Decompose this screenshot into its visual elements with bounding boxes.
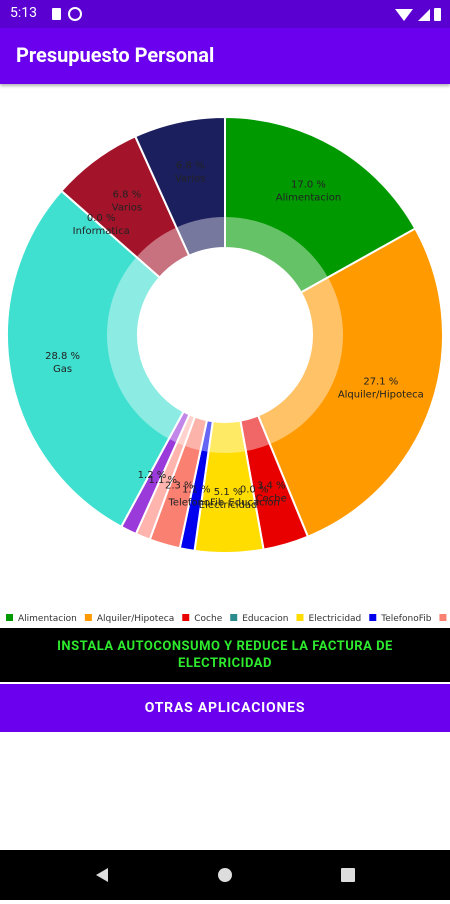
legend-swatch [296, 614, 304, 621]
legend-swatch [230, 614, 238, 621]
slice-inner-ring [258, 277, 343, 445]
slice-category-label: Electricidad [199, 500, 258, 511]
slice-inner-ring [208, 420, 246, 453]
slice-inner-ring [107, 256, 184, 439]
slice-value-label: 3.4 % [257, 480, 286, 491]
legend-label: Electricidad [308, 614, 361, 624]
slice-inner-ring [184, 416, 207, 451]
pie-slice [133, 115, 226, 258]
slice-value-label: 5.1 % [214, 487, 243, 498]
slice-value-label: 2.3 % [165, 481, 194, 492]
slice-inner-ring [136, 227, 190, 278]
legend-label: Alimentacion [18, 614, 77, 624]
slice-value-label: 27.1 % [363, 376, 398, 387]
pie-slice [224, 115, 417, 294]
pie-slice [256, 227, 444, 538]
recents-button[interactable] [341, 868, 355, 882]
legend-swatch [84, 614, 92, 621]
slice-inner-ring [225, 217, 328, 293]
legend-swatch [439, 614, 447, 621]
slice-value-label: 28.8 % [45, 351, 80, 362]
legend-swatch [369, 614, 377, 621]
chart: 17.0 % Alimentacion 27.1 % Alquiler/Hipotec… [6, 115, 447, 624]
slice-value-label: 0.0 % [87, 213, 116, 224]
slice-category-label: Varios [112, 202, 142, 213]
other-apps-button[interactable]: OTRAS APLICACIONES [0, 684, 450, 732]
slice-value-label: 1.1 % [148, 475, 177, 486]
slice-category-label: Gas [53, 364, 72, 375]
slice-value-label: 1.2 % [138, 470, 167, 481]
legend-swatch [6, 614, 13, 621]
slice-category-label: Educacion [228, 497, 279, 508]
slice-category-label: Coche [256, 493, 287, 504]
slice-inner-ring [176, 414, 195, 446]
status-bar: 5:13 [0, 0, 450, 28]
slice-value-label: 0.0 % [240, 484, 269, 495]
legend-label: Coche [194, 614, 222, 624]
slice-value-label: 1.1 % [182, 484, 211, 495]
slice-value-label: 6.8 % [113, 189, 142, 200]
slice-category-label: TelefonoFib [167, 497, 224, 508]
nav-bar [0, 850, 450, 900]
pie-slice [6, 189, 185, 529]
slice-inner-ring [200, 420, 213, 452]
ad-banner[interactable]: INSTALA AUTOCONSUMO Y REDUCE LA FACTURA … [0, 628, 450, 682]
legend-label: Educacion [242, 614, 288, 624]
slice-inner-ring [176, 217, 225, 256]
clock: 5:13 [10, 5, 37, 21]
legend-label: Alquiler/Hipoteca [97, 614, 174, 624]
legend-swatch [182, 614, 190, 621]
app-title: Presupuesto Personal [16, 43, 215, 67]
slice-value-label: 6.8 % [176, 161, 205, 172]
back-button[interactable] [96, 868, 108, 882]
slice-category-label: Varios [175, 174, 205, 185]
slice-value-label: 17.0 % [291, 180, 326, 191]
slice-category-label: Alimentacion [276, 193, 341, 204]
home-button[interactable] [218, 868, 232, 882]
nav-icons [96, 868, 355, 882]
slice-category-label: Informatica [73, 226, 130, 237]
slice-category-label: Alquiler/Hipoteca [338, 389, 424, 400]
slice-inner-ring [168, 411, 190, 443]
slice-inner-ring [240, 415, 270, 452]
legend-label: TelefonoFib [380, 614, 431, 624]
app-bar: Presupuesto Personal [0, 28, 450, 84]
status-icons [52, 7, 441, 21]
